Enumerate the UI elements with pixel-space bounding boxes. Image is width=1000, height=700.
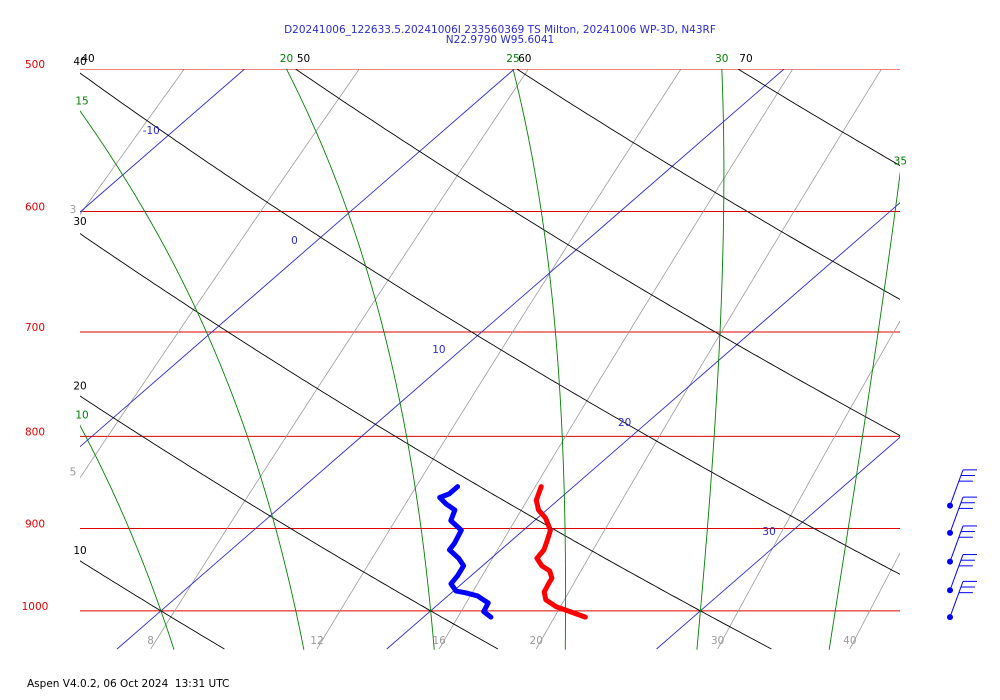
mixing-ratio-label: 30 <box>711 635 724 647</box>
profile-line <box>437 484 494 620</box>
wind-barb <box>947 496 977 536</box>
isotherm <box>80 69 515 448</box>
moist-adiabat-label: 25 <box>506 53 519 65</box>
dry-adiabat-label: 50 <box>297 53 310 65</box>
mixing-ratio-label: 12 <box>310 635 323 647</box>
mixing-ratio-label: 16 <box>432 635 446 647</box>
dry-adiabat-label: 60 <box>518 53 531 65</box>
moist-adiabat-label: 10 <box>75 410 88 422</box>
isotherm <box>656 436 900 650</box>
mixing-ratio-line <box>150 69 529 650</box>
dry-adiabat-label: 20 <box>73 380 86 392</box>
moist-adiabat <box>696 69 725 650</box>
isotherm <box>80 69 245 213</box>
dry-adiabat <box>80 72 900 575</box>
mixing-ratio-line <box>849 552 900 650</box>
moist-adiabat <box>80 424 175 650</box>
mixing-ratio-line <box>438 69 794 650</box>
footer: Aspen V4.0.2, 06 Oct 2024 13:31 UTC <box>27 678 229 690</box>
moist-adiabat-label: 30 <box>715 53 728 65</box>
y-tick-label: 800 <box>25 426 45 438</box>
moist-adiabat-label: 20 <box>280 53 293 65</box>
dry-adiabat <box>80 232 772 650</box>
dry-adiabat-label: 70 <box>739 53 752 65</box>
dry-adiabat-label: 30 <box>73 216 86 228</box>
wind-barb <box>947 580 977 621</box>
dry-adiabat <box>80 560 225 650</box>
chart-subtitle: N22.9790 W95.6041 <box>446 34 554 46</box>
mixing-ratio-line <box>535 69 882 650</box>
plot-area <box>80 69 900 650</box>
isotherm-label: 0 <box>291 235 298 247</box>
y-tick-label: 1000 <box>22 601 49 613</box>
wind-barb-staff <box>949 525 964 562</box>
moist-adiabat <box>512 69 567 650</box>
dry-adiabat-label: 10 <box>73 545 86 557</box>
isotherm <box>386 202 900 650</box>
mixing-ratio-label: 3 <box>70 204 77 216</box>
moist-adiabat <box>828 170 900 650</box>
moist-adiabat-label: 15 <box>75 96 88 108</box>
isotherm-label: 10 <box>432 344 445 356</box>
isotherm-label: 30 <box>762 526 775 538</box>
isotherm <box>116 69 785 650</box>
wind-barb <box>947 525 977 565</box>
mixing-ratio-line <box>80 69 185 216</box>
moist-adiabat-label: 35 <box>894 155 907 167</box>
wind-barb-staff <box>949 581 964 618</box>
dry-adiabat <box>516 69 900 300</box>
wind-barb <box>947 554 977 594</box>
mixing-ratio-label: 40 <box>843 635 856 647</box>
dry-adiabat-label: 40 <box>81 53 94 65</box>
dry-adiabat-label: 40 <box>73 56 86 68</box>
wind-barb <box>947 469 977 509</box>
mixing-ratio-label: 5 <box>70 466 77 478</box>
moist-adiabat <box>286 69 435 650</box>
wind-barb-staff <box>949 496 964 533</box>
mixing-ratio-line <box>717 320 900 650</box>
dry-adiabat <box>295 69 900 437</box>
y-tick-label: 500 <box>25 59 45 71</box>
y-tick-label: 600 <box>25 202 45 214</box>
chart-title: D20241006_122633.5.20241006I 233560369 T… <box>284 24 716 36</box>
wind-barb-staff <box>949 554 964 591</box>
y-tick-label: 900 <box>25 518 45 530</box>
mixing-ratio-line <box>80 69 360 479</box>
moist-adiabat <box>80 110 305 650</box>
profile-line <box>533 484 588 620</box>
mixing-ratio-line <box>316 69 682 650</box>
y-tick-label: 700 <box>25 322 45 334</box>
dry-adiabat <box>80 395 499 650</box>
mixing-ratio-label: 20 <box>530 635 543 647</box>
wind-barb-staff <box>949 469 964 506</box>
isotherm-label: 20 <box>618 417 631 429</box>
mixing-ratio-label: 8 <box>147 635 154 647</box>
isotherm-label: -10 <box>143 125 160 137</box>
